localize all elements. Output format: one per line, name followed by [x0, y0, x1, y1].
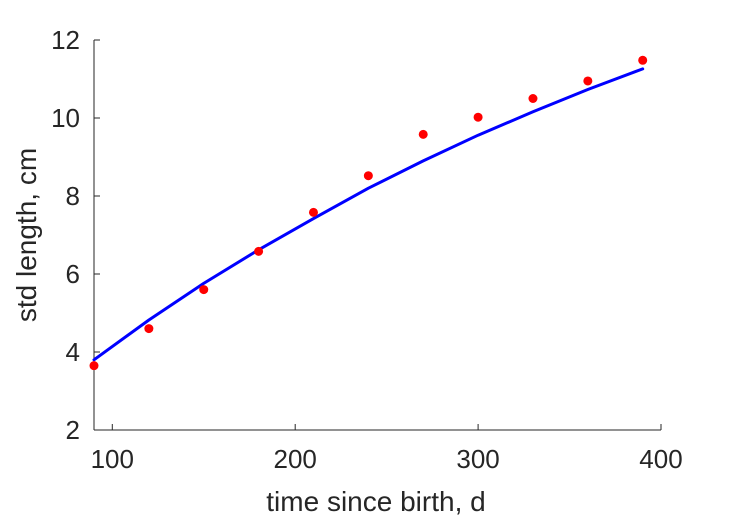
x-tick-label: 400: [639, 444, 682, 474]
data-points-layer: [89, 55, 648, 371]
y-tick-label: 2: [66, 415, 80, 445]
x-axis-label: time since birth, d: [266, 486, 485, 517]
data-point: [528, 94, 538, 103]
axes: [93, 39, 662, 431]
data-point: [583, 76, 593, 86]
data-point: [418, 129, 428, 139]
tick-labels: 100 200 300 400 2 4 6 8 10 12: [51, 25, 683, 474]
x-tick-label: 300: [456, 444, 499, 474]
y-tick-label: 6: [66, 259, 80, 289]
x-tick-label: 200: [273, 444, 316, 474]
y-tick-label: 8: [66, 181, 80, 211]
data-point: [199, 285, 209, 295]
data-point: [638, 55, 648, 65]
y-tick-label: 10: [51, 103, 80, 133]
data-point: [308, 207, 318, 217]
y-tick-label: 4: [66, 337, 80, 367]
y-axis-label: std length, cm: [11, 148, 42, 322]
y-tick-label: 12: [51, 25, 80, 55]
data-point: [254, 246, 264, 256]
data-point: [144, 324, 154, 334]
x-tick-label: 100: [91, 444, 134, 474]
data-point: [363, 171, 373, 181]
data-point: [473, 112, 483, 122]
fit-line-layer: [92, 67, 645, 362]
data-point: [89, 361, 99, 371]
fit-curve: [92, 67, 645, 362]
